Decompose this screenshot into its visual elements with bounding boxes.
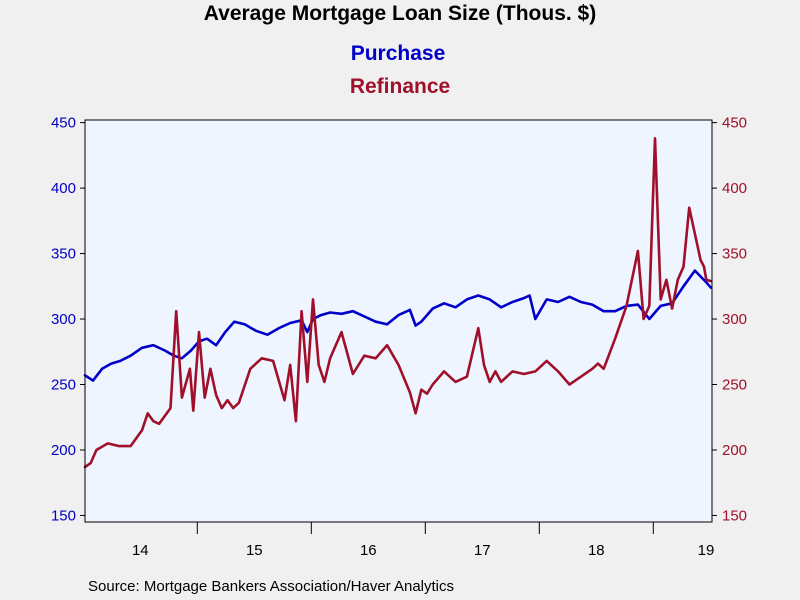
source-note: Source: Mortgage Bankers Association/Hav… xyxy=(88,578,455,595)
y-tick-label-right: 200 xyxy=(722,442,747,459)
x-tick-label: 14 xyxy=(132,542,149,559)
y-tick-label-left: 350 xyxy=(51,246,76,263)
y-tick-label-right: 350 xyxy=(722,246,747,263)
plot-area xyxy=(85,120,712,522)
y-tick-label-right: 300 xyxy=(722,311,747,328)
y-tick-label-right: 400 xyxy=(722,180,747,197)
x-tick-label: 16 xyxy=(360,542,377,559)
y-tick-label-right: 450 xyxy=(722,115,747,132)
plot-frame xyxy=(84,119,713,523)
y-tick-label-right: 150 xyxy=(722,507,747,524)
x-tick-label: 18 xyxy=(588,542,605,559)
y-tick-label-left: 300 xyxy=(51,311,76,328)
chart-title: Average Mortgage Loan Size (Thous. $) xyxy=(203,2,597,25)
x-tick-label: 15 xyxy=(246,542,263,559)
y-tick-label-left: 200 xyxy=(51,442,76,459)
x-tick-label: 17 xyxy=(474,542,491,559)
y-tick-label-left: 250 xyxy=(51,377,76,394)
x-tick-label: 19 xyxy=(698,542,715,559)
y-tick-label-left: 450 xyxy=(51,115,76,132)
y-tick-label-left: 150 xyxy=(51,507,76,524)
y-tick-label-right: 250 xyxy=(722,377,747,394)
series-line-refinance xyxy=(83,137,713,469)
y-tick-label-left: 400 xyxy=(51,180,76,197)
legend-purchase: Purchase xyxy=(350,42,446,65)
series-line-purchase xyxy=(83,269,713,382)
legend-refinance: Refinance xyxy=(349,75,451,98)
